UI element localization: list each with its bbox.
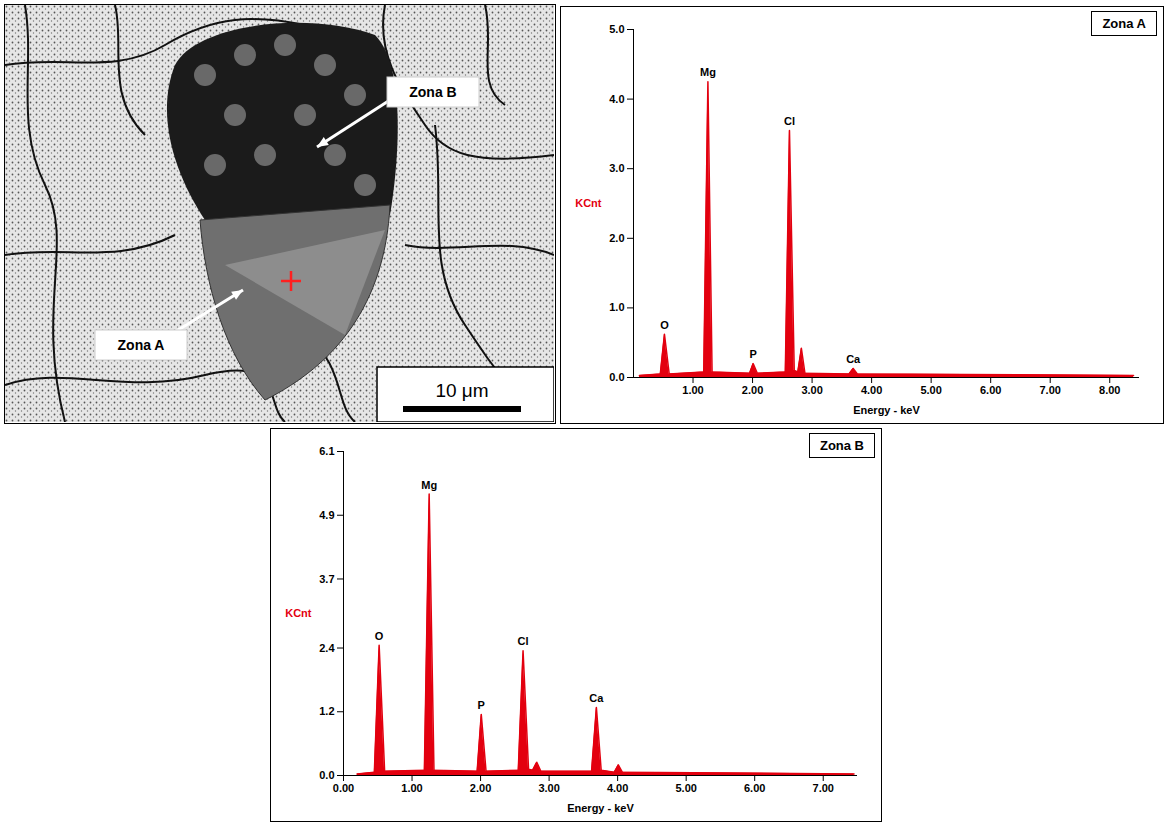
html-text:Zona B: Zona B	[819, 438, 864, 453]
html-text:Zona A: Zona A	[1102, 16, 1146, 31]
svg-text:3.00: 3.00	[538, 782, 559, 794]
svg-text:0.0: 0.0	[319, 769, 334, 781]
svg-text:7.00: 7.00	[1039, 384, 1060, 396]
svg-text:5.0: 5.0	[609, 23, 624, 35]
svg-text:4.00: 4.00	[861, 384, 882, 396]
svg-text:1.00: 1.00	[401, 782, 422, 794]
svg-text:2.00: 2.00	[742, 384, 763, 396]
svg-text:3.00: 3.00	[801, 384, 822, 396]
svg-text:8.00: 8.00	[1099, 384, 1120, 396]
svg-text:4.00: 4.00	[607, 782, 628, 794]
svg-text:2.4: 2.4	[319, 642, 335, 654]
svg-text:KCnt: KCnt	[575, 197, 602, 209]
svg-text:Mg: Mg	[700, 66, 716, 78]
svg-text:P: P	[478, 699, 485, 711]
svg-text:5.00: 5.00	[920, 384, 941, 396]
svg-text:3.7: 3.7	[319, 572, 334, 584]
svg-text:1.0: 1.0	[609, 301, 624, 313]
svg-text:0.0: 0.0	[609, 371, 624, 383]
svg-text:Mg: Mg	[421, 479, 437, 491]
svg-text:Zona A: Zona A	[118, 337, 165, 353]
svg-text:7.00: 7.00	[813, 782, 834, 794]
svg-text:Cl: Cl	[518, 635, 529, 647]
svg-text:6.1: 6.1	[319, 445, 334, 457]
svg-text:10 μm: 10 μm	[435, 380, 488, 401]
svg-text:4.0: 4.0	[609, 93, 624, 105]
svg-text:Ca: Ca	[589, 692, 604, 704]
svg-text:1.2: 1.2	[319, 705, 334, 717]
svg-text:0.00: 0.00	[333, 782, 354, 794]
svg-text:Zona B: Zona B	[409, 84, 456, 100]
svg-text:O: O	[660, 319, 669, 331]
svg-text:KCnt: KCnt	[285, 607, 312, 619]
svg-text:Ca: Ca	[846, 353, 861, 365]
svg-text:6.00: 6.00	[980, 384, 1001, 396]
svg-text:6.00: 6.00	[744, 782, 765, 794]
svg-text:Cl: Cl	[784, 115, 795, 127]
svg-text:2.0: 2.0	[609, 232, 624, 244]
svg-text:P: P	[749, 348, 756, 360]
svg-text:2.00: 2.00	[470, 782, 491, 794]
svg-text:3.0: 3.0	[609, 162, 624, 174]
svg-text:5.00: 5.00	[675, 782, 696, 794]
svg-text:O: O	[375, 630, 384, 642]
svg-text:4.9: 4.9	[319, 509, 334, 521]
svg-text:1.00: 1.00	[682, 384, 703, 396]
svg-text:Energy - keV: Energy - keV	[567, 802, 634, 814]
svg-text:Energy - keV: Energy - keV	[853, 404, 920, 416]
